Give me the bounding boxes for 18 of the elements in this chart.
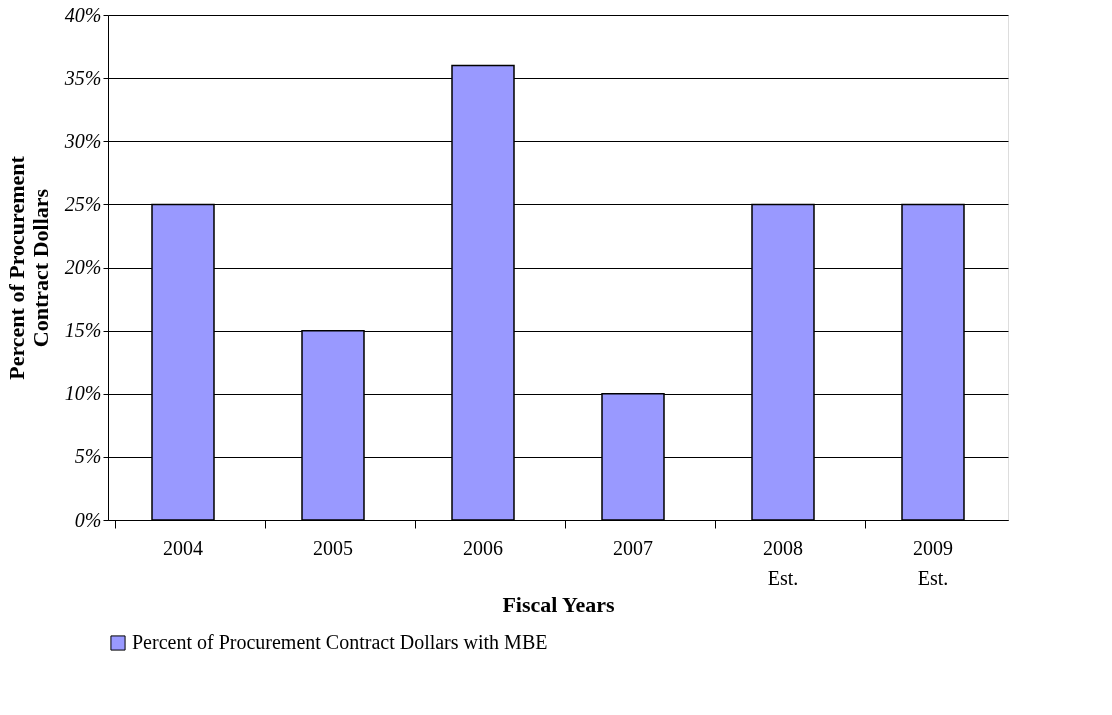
- y-tick-label: 20%: [64, 256, 102, 278]
- x-tick-label: 2007: [613, 536, 653, 559]
- x-tick-label: 2004: [163, 536, 203, 559]
- y-tick-label: 40%: [64, 3, 102, 26]
- legend-label: Percent of Procurement Contract Dollars with MBE: [132, 631, 548, 653]
- x-tick-label: 2006: [463, 536, 503, 559]
- y-tick-label: 30%: [63, 129, 102, 152]
- y-tick-label: 10%: [64, 382, 102, 405]
- x-tick-label: 2005: [313, 536, 353, 559]
- y-tick-label: 25%: [64, 192, 102, 215]
- y-tick-label: 0%: [74, 508, 102, 531]
- y-tick-label: 5%: [74, 445, 102, 468]
- x-tick-label: 2009 Est.: [913, 536, 953, 589]
- y-axis-title: Percent of Procurement Contract Dollars: [3, 155, 53, 380]
- y-tick-label: 15%: [64, 319, 102, 342]
- x-axis-title: Fiscal Years: [502, 591, 616, 617]
- y-tick-label: 35%: [63, 66, 102, 89]
- x-tick-label: 2008 Est.: [763, 536, 803, 589]
